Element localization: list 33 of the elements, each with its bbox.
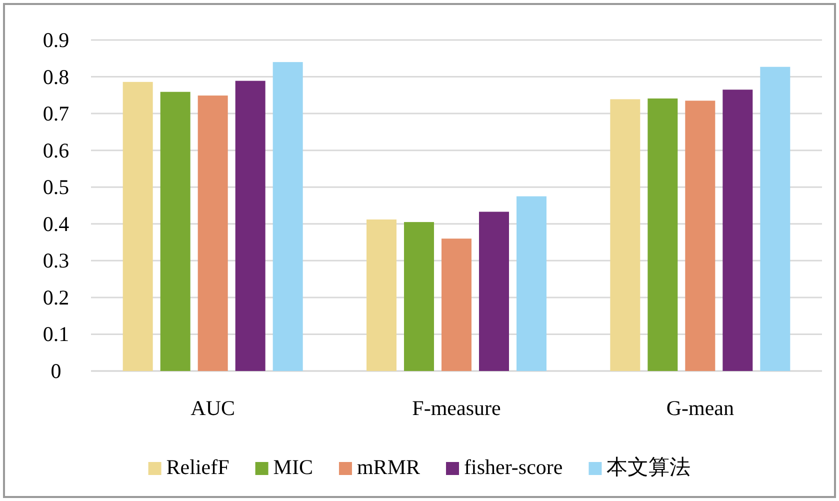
bar bbox=[122, 82, 153, 371]
legend-label: fisher-score bbox=[464, 455, 563, 479]
x-tick-label: F-measure bbox=[412, 396, 501, 420]
y-tick-label: 0.8 bbox=[42, 64, 70, 89]
bar bbox=[516, 196, 546, 371]
y-tick-label: 0.3 bbox=[42, 248, 70, 273]
y-tick-label: 0.6 bbox=[42, 138, 70, 162]
bar bbox=[760, 66, 790, 371]
legend-label: mRMR bbox=[356, 455, 420, 479]
y-tick-label: 0.5 bbox=[42, 175, 70, 200]
y-tick-label: 0.2 bbox=[42, 285, 70, 310]
y-tick-label: 0.7 bbox=[42, 102, 70, 126]
bar bbox=[198, 96, 228, 371]
y-tick-label: 0 bbox=[50, 359, 62, 383]
bar bbox=[685, 100, 716, 371]
bar bbox=[160, 92, 190, 371]
y-tick-label: 0.9 bbox=[42, 28, 70, 52]
legend-label: 本文算法 bbox=[606, 455, 691, 479]
bar bbox=[479, 212, 509, 371]
legend-label: ReliefF bbox=[166, 455, 230, 479]
bar bbox=[366, 219, 396, 371]
bar bbox=[722, 90, 753, 371]
x-tick-label: G-mean bbox=[666, 396, 734, 420]
bar bbox=[442, 238, 472, 371]
bar bbox=[610, 99, 640, 371]
y-tick-label: 0.1 bbox=[42, 322, 70, 346]
y-tick-label: 0.4 bbox=[42, 212, 70, 236]
bar bbox=[648, 98, 678, 371]
x-tick-label: AUC bbox=[190, 396, 236, 420]
bar bbox=[404, 222, 434, 371]
bar bbox=[272, 62, 303, 371]
legend-label: MIC bbox=[273, 455, 313, 479]
bar bbox=[235, 80, 266, 371]
